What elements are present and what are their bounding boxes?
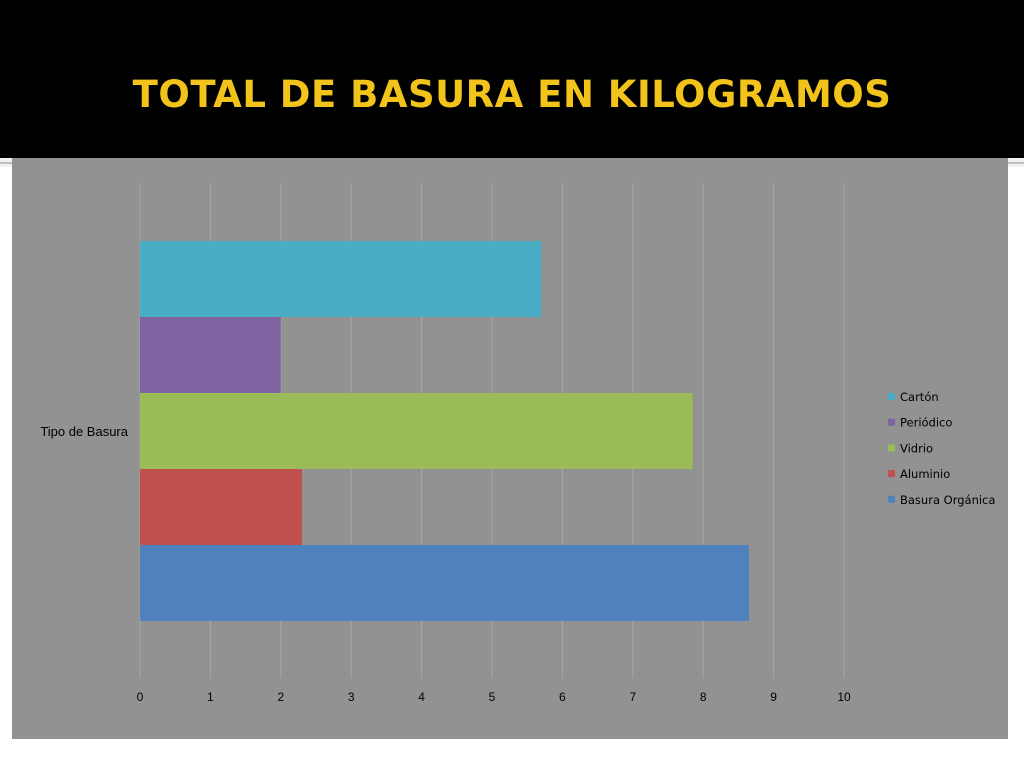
- legend-swatch: [888, 470, 895, 478]
- x-tick-label: 2: [277, 690, 284, 704]
- legend-swatch: [888, 495, 895, 503]
- bar-vidrio: [140, 393, 693, 469]
- bar-basura-org-nica: [140, 545, 749, 621]
- bar-aluminio: [140, 469, 302, 545]
- legend-label: Vidrio: [900, 441, 933, 455]
- category-label: Tipo de Basura: [40, 424, 128, 439]
- x-tick-label: 0: [137, 690, 144, 704]
- x-tick-label: 3: [348, 690, 355, 704]
- slide-title: TOTAL DE BASURA EN KILOGRAMOS: [132, 73, 892, 116]
- x-tick-label: 9: [770, 690, 777, 704]
- legend-label: Cartón: [900, 390, 939, 404]
- x-tick-label: 10: [837, 690, 851, 704]
- x-tick-label: 1: [207, 690, 214, 704]
- legend-swatch: [888, 393, 895, 400]
- chart-area: 0 1 2 3 4 5 6 7 8 9 10 Tipo de Basura Cartón Periódic…: [12, 158, 1008, 739]
- bar-cart-n: [140, 241, 542, 317]
- legend-swatch: [888, 444, 895, 452]
- bar-chart: 0 1 2 3 4 5 6 7 8 9 10 Tipo de Basura Cartón Periódic…: [40, 183, 995, 704]
- legend-label: Aluminio: [900, 467, 950, 481]
- x-tick-label: 7: [629, 690, 636, 704]
- legend-label: Periódico: [900, 416, 952, 430]
- legend-swatch: [888, 418, 895, 426]
- bar-peri-dico: [140, 317, 281, 393]
- x-tick-label: 6: [559, 690, 566, 704]
- legend-label: Basura Orgánica: [900, 493, 995, 507]
- x-tick-label: 4: [418, 690, 425, 704]
- x-tick-label: 5: [489, 690, 496, 704]
- x-tick-label: 8: [700, 690, 707, 704]
- title-band: [0, 0, 1024, 158]
